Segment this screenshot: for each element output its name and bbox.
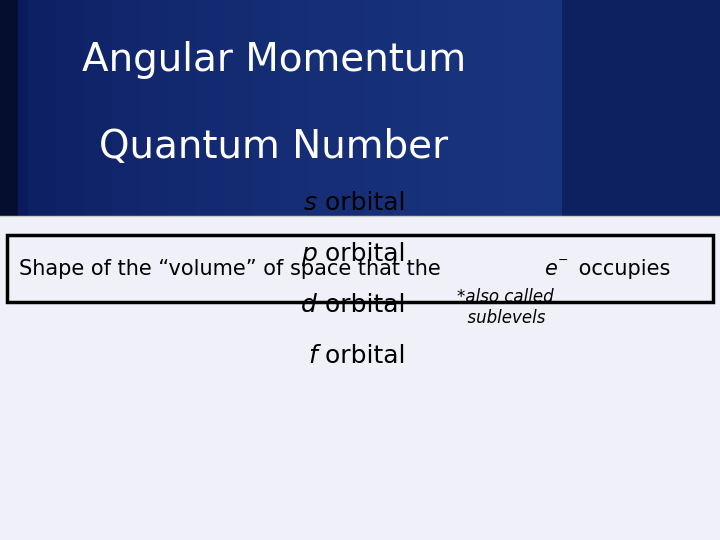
FancyBboxPatch shape: [112, 0, 140, 216]
FancyBboxPatch shape: [337, 0, 365, 216]
FancyBboxPatch shape: [0, 0, 18, 216]
FancyBboxPatch shape: [477, 0, 505, 216]
FancyBboxPatch shape: [28, 0, 56, 216]
Text: Shape of the “volume” of space that the: Shape of the “volume” of space that the: [19, 259, 448, 279]
Text: p: p: [301, 242, 317, 266]
FancyBboxPatch shape: [225, 0, 253, 216]
FancyBboxPatch shape: [197, 0, 225, 216]
Text: orbital: orbital: [317, 293, 405, 317]
FancyBboxPatch shape: [309, 0, 337, 216]
FancyBboxPatch shape: [140, 0, 168, 216]
FancyBboxPatch shape: [421, 0, 449, 216]
Text: occupies: occupies: [572, 259, 671, 279]
FancyBboxPatch shape: [562, 0, 720, 216]
FancyBboxPatch shape: [56, 0, 84, 216]
FancyBboxPatch shape: [0, 0, 720, 216]
FancyBboxPatch shape: [253, 0, 281, 216]
Text: f: f: [308, 345, 317, 368]
Text: s: s: [304, 191, 317, 214]
Text: Angular Momentum: Angular Momentum: [81, 42, 466, 79]
FancyBboxPatch shape: [534, 0, 562, 216]
FancyBboxPatch shape: [281, 0, 309, 216]
Text: −: −: [558, 254, 569, 267]
FancyBboxPatch shape: [0, 0, 28, 216]
Text: Quantum Number: Quantum Number: [99, 128, 448, 166]
Text: e: e: [544, 259, 557, 279]
FancyBboxPatch shape: [7, 235, 713, 302]
FancyBboxPatch shape: [449, 0, 477, 216]
FancyBboxPatch shape: [505, 0, 534, 216]
FancyBboxPatch shape: [393, 0, 421, 216]
FancyBboxPatch shape: [168, 0, 197, 216]
FancyBboxPatch shape: [365, 0, 393, 216]
Text: orbital: orbital: [317, 345, 405, 368]
Text: d: d: [301, 293, 317, 317]
Text: orbital: orbital: [317, 191, 405, 214]
Text: orbital: orbital: [317, 242, 405, 266]
Text: *also called
  sublevels: *also called sublevels: [457, 288, 554, 327]
FancyBboxPatch shape: [84, 0, 112, 216]
